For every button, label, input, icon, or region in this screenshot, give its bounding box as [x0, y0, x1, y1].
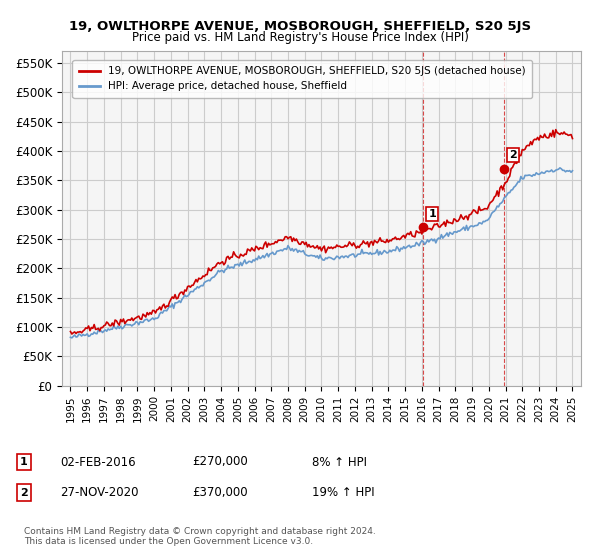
Text: 27-NOV-2020: 27-NOV-2020 — [60, 486, 139, 500]
Text: Contains HM Land Registry data © Crown copyright and database right 2024.
This d: Contains HM Land Registry data © Crown c… — [24, 526, 376, 546]
Text: £270,000: £270,000 — [192, 455, 248, 469]
Text: 2: 2 — [20, 488, 28, 498]
Text: 8% ↑ HPI: 8% ↑ HPI — [312, 455, 367, 469]
Text: Price paid vs. HM Land Registry's House Price Index (HPI): Price paid vs. HM Land Registry's House … — [131, 31, 469, 44]
Text: 2: 2 — [509, 150, 517, 160]
Text: 1: 1 — [20, 457, 28, 467]
Text: 1: 1 — [428, 209, 436, 219]
Text: 02-FEB-2016: 02-FEB-2016 — [60, 455, 136, 469]
Text: 19% ↑ HPI: 19% ↑ HPI — [312, 486, 374, 500]
Text: £370,000: £370,000 — [192, 486, 248, 500]
Text: 19, OWLTHORPE AVENUE, MOSBOROUGH, SHEFFIELD, S20 5JS: 19, OWLTHORPE AVENUE, MOSBOROUGH, SHEFFI… — [69, 20, 531, 32]
Legend: 19, OWLTHORPE AVENUE, MOSBOROUGH, SHEFFIELD, S20 5JS (detached house), HPI: Aver: 19, OWLTHORPE AVENUE, MOSBOROUGH, SHEFFI… — [73, 60, 532, 97]
